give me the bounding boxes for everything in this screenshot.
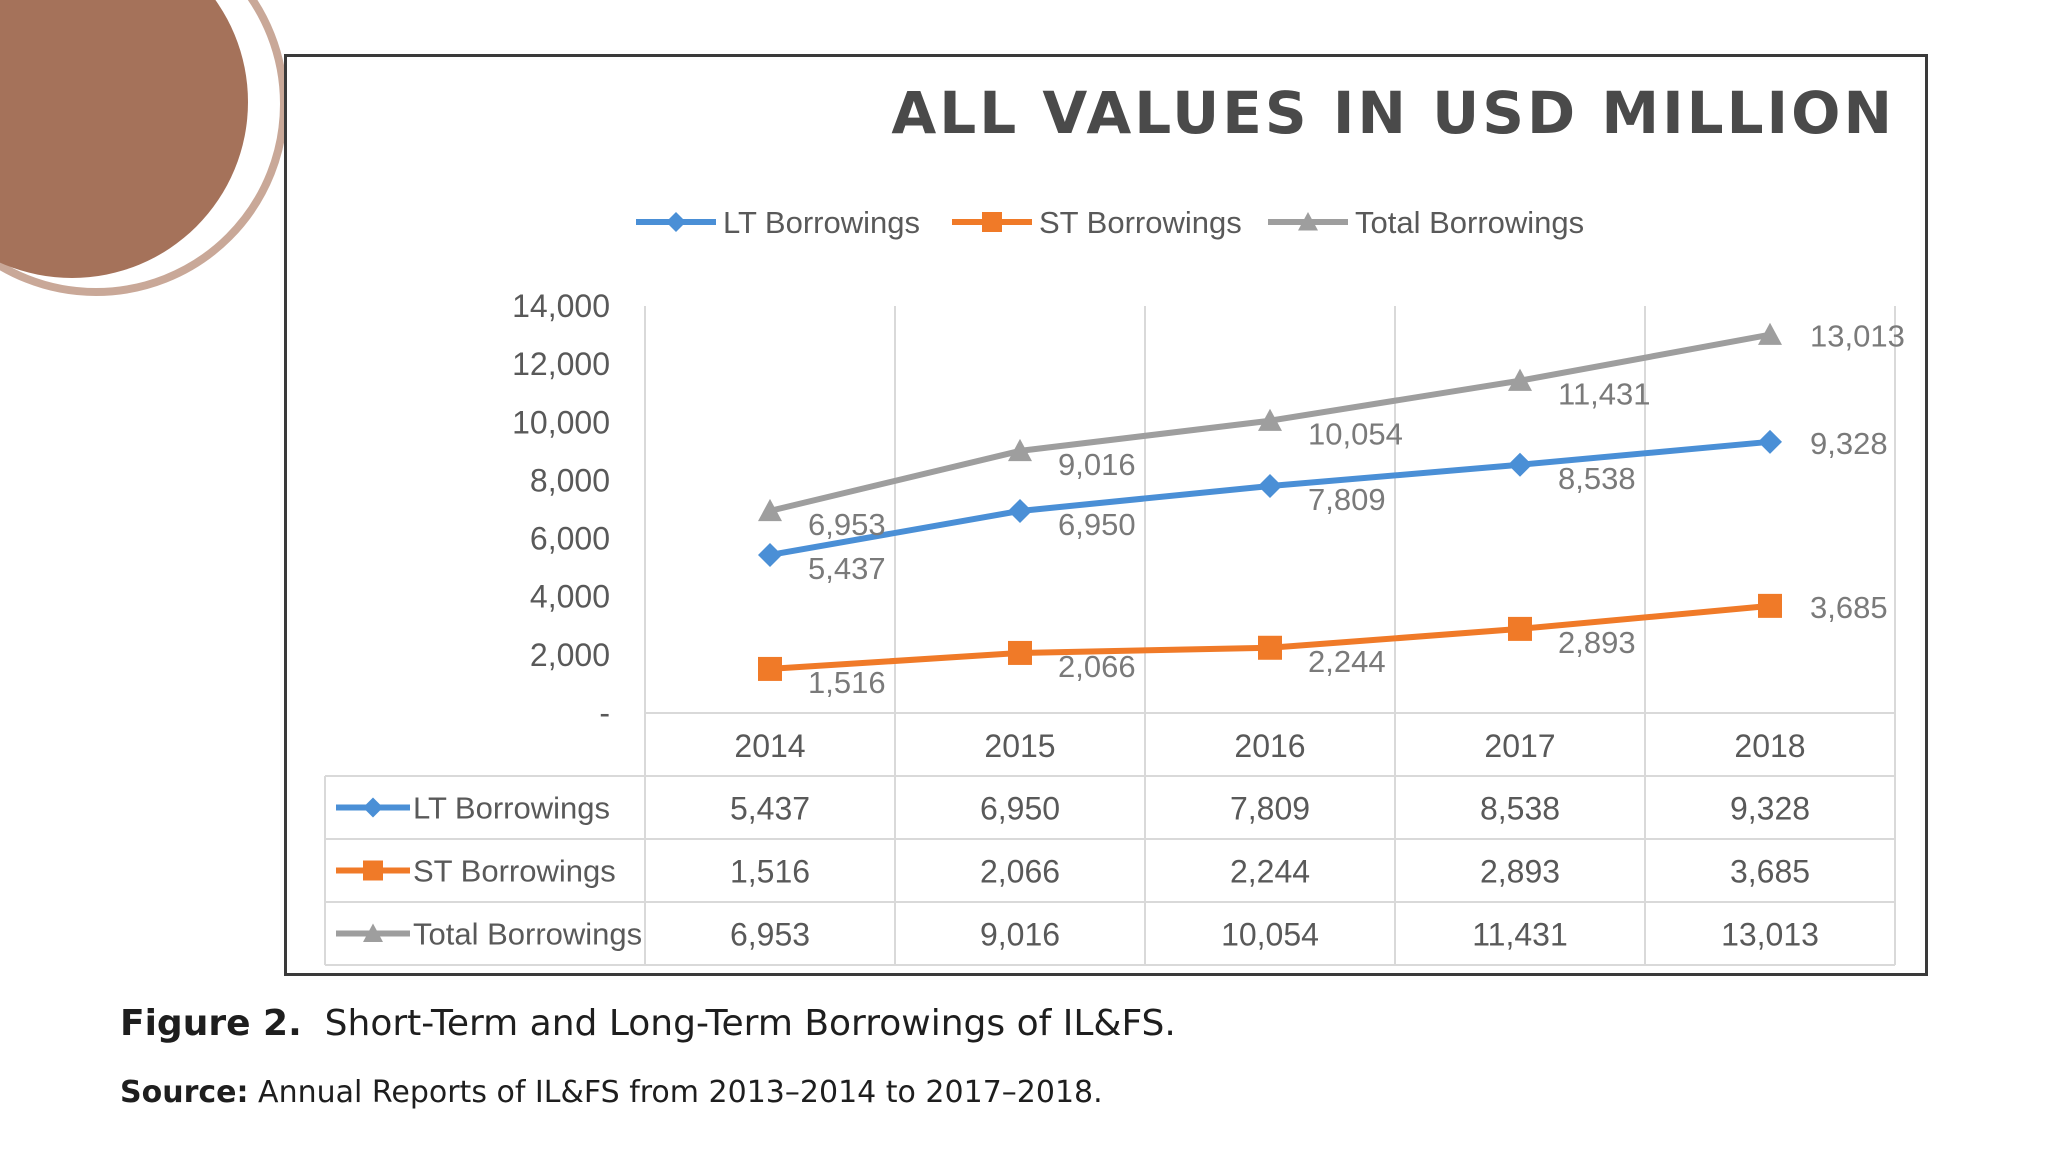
y-tick-label: 4,000 xyxy=(530,579,610,615)
table-cell: 7,809 xyxy=(1230,791,1310,827)
source-label: Source: xyxy=(120,1075,249,1110)
data-label: 13,013 xyxy=(1810,319,1905,354)
figure-caption-text: Short-Term and Long-Term Borrowings of I… xyxy=(324,1003,1176,1044)
data-point xyxy=(1258,473,1282,498)
data-label: 2,893 xyxy=(1558,625,1636,660)
data-point xyxy=(1008,640,1032,665)
data-point xyxy=(1508,368,1532,391)
data-label: 2,244 xyxy=(1308,644,1386,679)
y-tick-label: 2,000 xyxy=(530,637,610,673)
y-tick-label: 10,000 xyxy=(512,404,610,440)
data-label: 3,685 xyxy=(1810,590,1888,625)
source-text: Annual Reports of IL&FS from 2013–2014 t… xyxy=(258,1075,1103,1110)
data-label: 9,328 xyxy=(1810,426,1888,461)
table-cell: 3,685 xyxy=(1730,854,1810,890)
data-point xyxy=(1758,322,1782,345)
chart-frame: ALL VALUES IN USD MILLION xyxy=(284,54,1928,976)
data-label: 1,516 xyxy=(808,665,886,700)
x-tick-label: 2014 xyxy=(734,728,805,764)
table-cell: 1,516 xyxy=(730,854,810,890)
table-legend-marker xyxy=(363,797,383,818)
legend-label: Total Borrowings xyxy=(1355,205,1584,240)
table-series-label: LT Borrowings xyxy=(413,791,610,826)
table-cell: 5,437 xyxy=(730,791,810,827)
figure-label: Figure 2. xyxy=(120,1003,302,1044)
data-point xyxy=(758,498,782,522)
data-label: 8,538 xyxy=(1558,461,1636,496)
data-label: 10,054 xyxy=(1308,417,1403,452)
table-legend-marker xyxy=(363,923,383,942)
table-series-label: ST Borrowings xyxy=(413,854,616,889)
data-point xyxy=(758,542,782,567)
y-tick-label: 12,000 xyxy=(512,346,610,382)
data-label: 2,066 xyxy=(1058,649,1136,684)
y-tick-label: 14,000 xyxy=(512,288,610,324)
series-line xyxy=(769,438,1771,558)
y-tick-label: 8,000 xyxy=(530,462,610,498)
data-point xyxy=(1508,616,1532,641)
table-cell: 9,328 xyxy=(1730,791,1810,827)
data-label: 7,809 xyxy=(1308,482,1386,517)
table-cell: 6,950 xyxy=(980,791,1060,827)
data-label: 6,950 xyxy=(1058,507,1136,542)
chart-title: ALL VALUES IN USD MILLION xyxy=(891,79,1895,147)
table-cell: 13,013 xyxy=(1721,917,1819,953)
data-point xyxy=(1008,498,1032,523)
y-tick-label: 6,000 xyxy=(530,521,610,557)
x-tick-label: 2017 xyxy=(1484,728,1555,764)
table-cell: 8,538 xyxy=(1480,791,1560,827)
table-legend-marker xyxy=(363,860,383,881)
legend-label: LT Borrowings xyxy=(723,205,920,240)
table-cell: 9,016 xyxy=(980,917,1060,953)
data-point xyxy=(1508,452,1532,477)
data-label: 6,953 xyxy=(808,507,886,542)
table-cell: 2,066 xyxy=(980,854,1060,890)
table-cell: 2,893 xyxy=(1480,854,1560,890)
data-point xyxy=(1008,438,1032,462)
data-point xyxy=(1758,593,1782,618)
legend-marker xyxy=(1298,212,1318,231)
x-tick-label: 2015 xyxy=(984,728,1055,764)
legend-marker xyxy=(982,212,1002,232)
table-series-label: Total Borrowings xyxy=(413,917,642,952)
data-label: 11,431 xyxy=(1558,377,1651,412)
x-tick-label: 2016 xyxy=(1234,728,1305,764)
data-point xyxy=(1758,429,1782,454)
table-cell: 2,244 xyxy=(1230,854,1310,890)
figure-source: Source: Annual Reports of IL&FS from 201… xyxy=(120,1075,1103,1110)
data-label: 5,437 xyxy=(808,551,886,586)
table-cell: 10,054 xyxy=(1221,917,1319,953)
data-label: 9,016 xyxy=(1058,447,1136,482)
table-cell: 11,431 xyxy=(1472,917,1568,953)
legend-label: ST Borrowings xyxy=(1039,205,1242,240)
data-point xyxy=(1258,635,1282,660)
data-point xyxy=(1258,408,1282,431)
data-point xyxy=(758,656,782,681)
table-cell: 6,953 xyxy=(730,917,810,953)
x-tick-label: 2018 xyxy=(1734,728,1805,764)
legend-marker xyxy=(666,212,686,232)
figure-caption: Figure 2. Short-Term and Long-Term Borro… xyxy=(120,1003,1176,1044)
y-tick-label: - xyxy=(599,695,610,731)
